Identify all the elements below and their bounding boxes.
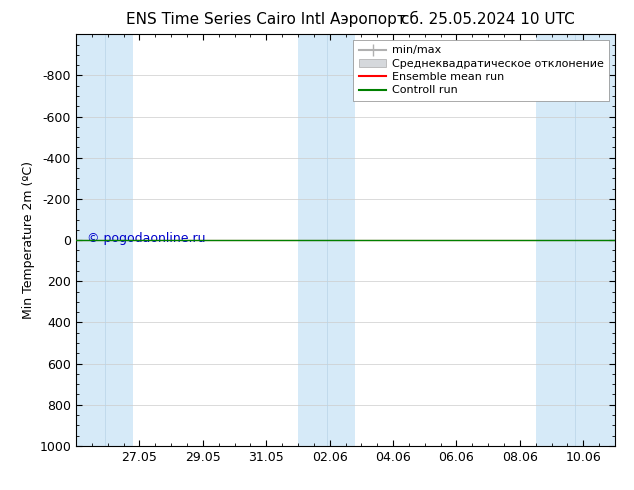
Text: сб. 25.05.2024 10 UTC: сб. 25.05.2024 10 UTC xyxy=(401,12,575,27)
Legend: min/max, Среднеквадратическое отклонение, Ensemble mean run, Controll run: min/max, Среднеквадратическое отклонение… xyxy=(353,40,609,101)
Text: ENS Time Series Cairo Intl Аэропорт: ENS Time Series Cairo Intl Аэропорт xyxy=(126,12,406,27)
Y-axis label: Min Temperature 2m (ºC): Min Temperature 2m (ºC) xyxy=(22,161,35,319)
Bar xyxy=(298,34,355,446)
Text: © pogodaonline.ru: © pogodaonline.ru xyxy=(87,232,205,245)
Bar xyxy=(76,34,133,446)
Bar xyxy=(536,34,615,446)
